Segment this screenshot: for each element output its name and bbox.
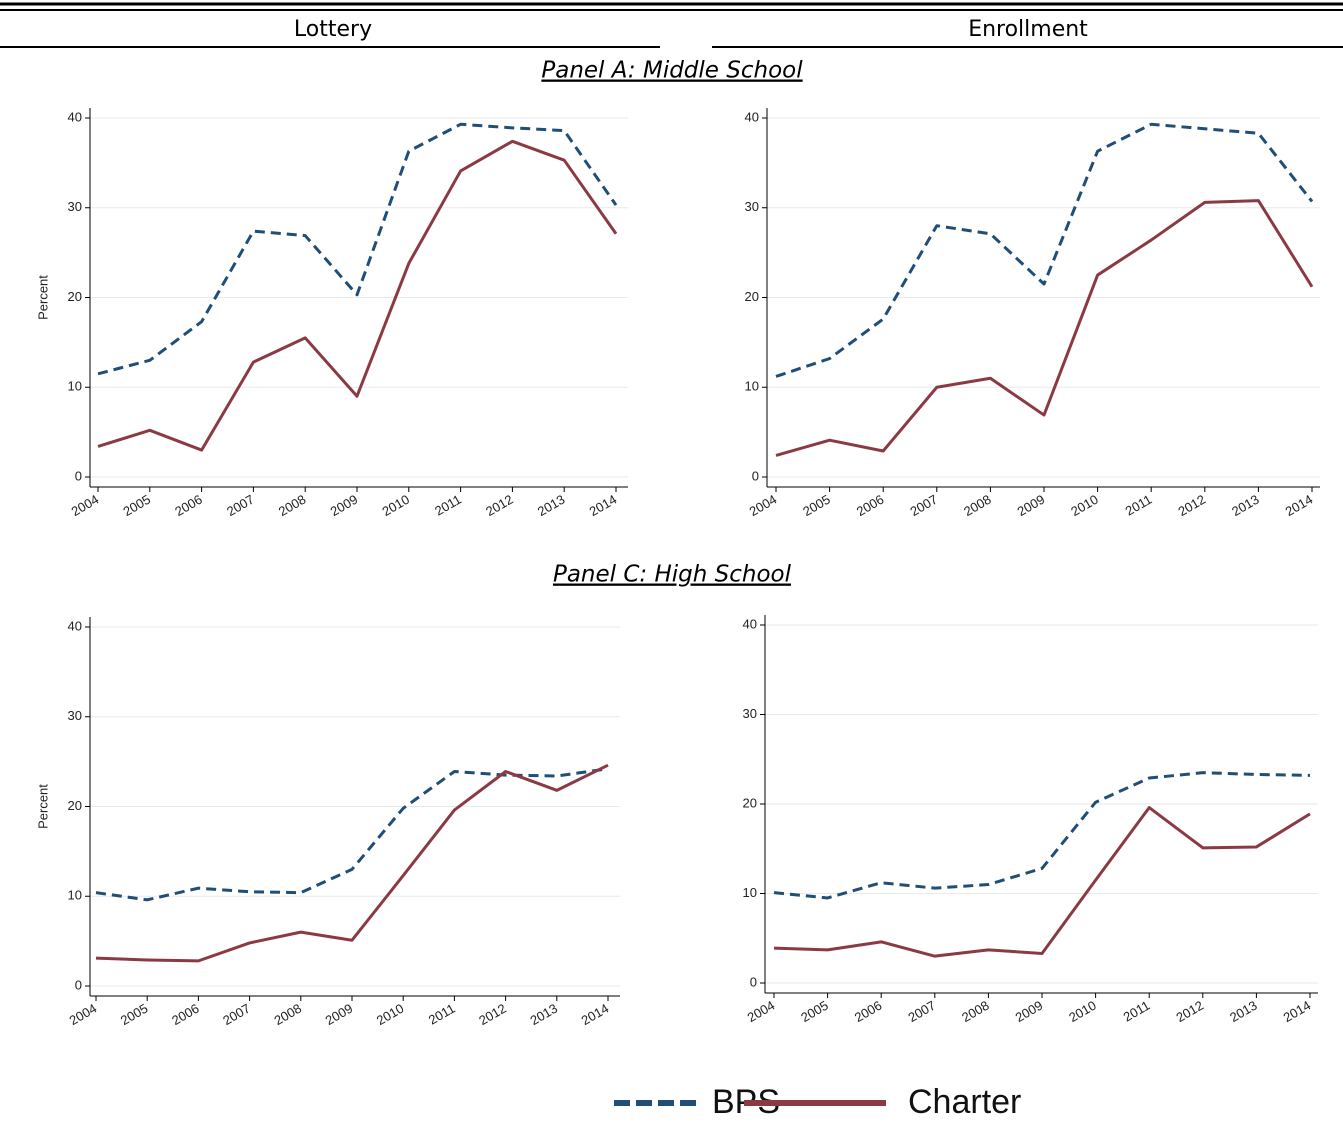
y-tick-label: 10 [68,888,82,903]
x-tick-label: 2007 [224,492,257,519]
panel-title: Panel C: High School [553,562,792,588]
y-tick-label: 0 [75,977,82,992]
x-tick-label: 2004 [69,492,102,519]
x-tick-label: 2011 [432,492,464,519]
x-tick-label: 2006 [172,492,205,519]
x-tick-label: 2009 [323,1001,356,1028]
x-tick-label: 2014 [1283,492,1316,519]
series-line [95,767,609,902]
series-line [773,771,1311,900]
y-tick-label: 40 [68,109,82,124]
x-tick-label: 2010 [374,1001,407,1028]
x-tick-label: 2008 [271,1001,304,1028]
x-tick-label: 2012 [483,492,516,519]
y-tick-label: 40 [68,618,82,633]
x-tick-label: 2005 [120,492,153,519]
y-tick-label: 40 [745,109,759,124]
x-tick-label: 2013 [535,492,568,519]
y-tick-label: 30 [745,199,759,214]
x-tick-label: 2014 [1281,998,1314,1025]
x-tick-label: 2010 [379,492,412,519]
x-tick-label: 2005 [118,1001,151,1028]
y-tick-label: 10 [68,379,82,394]
x-tick-label: 2012 [1173,998,1206,1025]
x-tick-label: 2007 [220,1001,253,1028]
column-header: Enrollment [968,17,1088,42]
y-tick-label: 40 [743,616,757,631]
x-tick-label: 2005 [798,998,831,1025]
series-line [775,199,1314,457]
x-tick-label: 2004 [67,1001,100,1028]
series-line [775,122,1314,378]
x-tick-label: 2012 [476,1001,509,1028]
x-tick-label: 2005 [800,492,833,519]
x-tick-label: 2004 [745,998,778,1025]
y-tick-label: 20 [68,798,82,813]
panel-title: Panel A: Middle School [541,58,803,84]
x-tick-label: 2012 [1175,492,1208,519]
y-tick-label: 10 [745,379,759,394]
series-line [97,139,618,452]
x-tick-label: 2007 [907,492,940,519]
x-tick-label: 2007 [905,998,938,1025]
x-tick-label: 2011 [1121,998,1153,1025]
y-tick-label: 20 [745,289,759,304]
y-tick-label: 0 [75,468,82,483]
x-tick-label: 2009 [1015,492,1048,519]
series-line [97,122,618,376]
y-tick-label: 30 [68,199,82,214]
y-tick-label: 0 [750,974,757,989]
x-tick-label: 2009 [328,492,361,519]
x-tick-label: 2014 [587,492,620,519]
x-tick-label: 2011 [426,1001,458,1028]
x-tick-label: 2013 [527,1001,560,1028]
x-tick-label: 2006 [854,492,887,519]
x-tick-label: 2013 [1229,492,1262,519]
y-tick-label: 0 [752,468,759,483]
y-tick-label: 20 [68,289,82,304]
x-tick-label: 2010 [1066,998,1099,1025]
y-tick-label: 30 [743,706,757,721]
y-tick-label: 30 [68,708,82,723]
x-tick-label: 2008 [959,998,992,1025]
column-header: Lottery [294,17,372,42]
x-tick-label: 2010 [1068,492,1101,519]
x-tick-label: 2011 [1123,492,1155,519]
y-axis-label: Percent [35,784,50,829]
x-tick-label: 2008 [961,492,994,519]
x-tick-label: 2013 [1227,998,1260,1025]
series-line [95,763,609,963]
y-tick-label: 10 [743,885,757,900]
series-line [773,806,1311,958]
y-tick-label: 20 [743,795,757,810]
x-tick-label: 2006 [169,1001,202,1028]
x-tick-label: 2004 [747,492,780,519]
y-axis-label: Percent [35,275,50,320]
legend-label: Charter [908,1083,1021,1121]
x-tick-label: 2009 [1013,998,1046,1025]
x-tick-label: 2006 [852,998,885,1025]
x-tick-label: 2014 [579,1001,612,1028]
x-tick-label: 2008 [276,492,309,519]
